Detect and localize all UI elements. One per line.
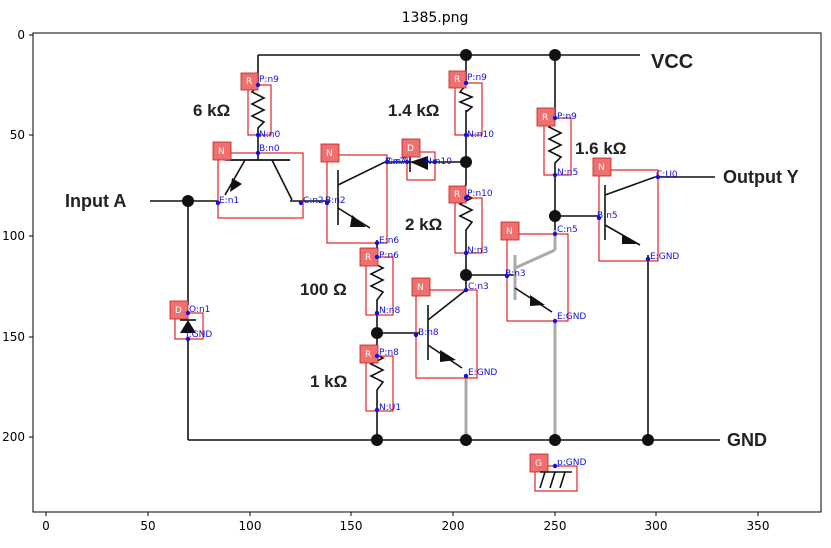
pin-label: P:n9 (259, 75, 279, 85)
pin-label: C:n3 (468, 282, 489, 292)
vcc-label: VCC (651, 51, 693, 73)
resistor-1-6k-label: 1.6 kΩ (575, 139, 626, 158)
transistor-graphics (180, 155, 638, 369)
pin-label: B:n8 (418, 328, 439, 338)
pin-label: E:GND (557, 312, 586, 322)
pin-label: N:n0 (259, 130, 280, 140)
bbox-r5 (365, 256, 394, 316)
bbox-r3 (543, 117, 572, 176)
tag-r5: R (365, 253, 371, 263)
x-tick-label: 100 (239, 519, 262, 533)
x-tick-label: 300 (645, 519, 668, 533)
x-tick-label: 200 (442, 519, 465, 533)
resistor-1-4k-label: 1.4 kΩ (388, 101, 439, 120)
tag-q1: N (218, 147, 225, 157)
x-tick-label: 50 (140, 519, 155, 533)
pin-label: P:n8 (379, 348, 399, 358)
y-tick-label: 200 (2, 430, 25, 444)
y-tick-label: 0 (17, 28, 25, 42)
resistor-1k-label: 1 kΩ (310, 372, 347, 391)
y-axis: 0 50 100 150 200 (2, 28, 33, 444)
gnd-label: GND (727, 430, 767, 450)
figure-title: 1385.png (402, 10, 469, 26)
pin-label: C:U0 (656, 170, 678, 180)
tag-r2: R (454, 75, 460, 85)
pin-label: E:n1 (219, 196, 239, 206)
x-tick-label: 0 (42, 519, 50, 533)
resistor-6k-label: 6 kΩ (193, 101, 230, 120)
output-label: Output Y (723, 167, 799, 187)
pin-label: E:n6 (379, 236, 399, 246)
resistor-100-label: 100 Ω (300, 280, 347, 299)
tag-r6: R (365, 350, 371, 360)
x-tick-label: 350 (747, 519, 770, 533)
bbox-d1 (406, 151, 436, 181)
pin-label: N:n3 (467, 246, 488, 256)
pin-label: B:n3 (505, 269, 526, 279)
pin-label: p:GND (557, 458, 586, 468)
ground-icon (539, 471, 572, 489)
pin-label: N:U1 (379, 403, 401, 413)
pin-label: N:n10 (425, 157, 452, 167)
circuit-labels: VCC GND Input A Output Y 6 kΩ 1.4 kΩ 1.6… (65, 51, 799, 450)
tag-r3: R (542, 113, 548, 123)
pin-label: C:n2 (303, 196, 324, 206)
pin-label: P:n10 (467, 189, 493, 199)
input-label: Input A (65, 191, 126, 211)
y-tick-label: 50 (10, 128, 25, 142)
pin-label: E:GND (650, 252, 679, 262)
bbox-r6 (365, 355, 394, 412)
pin-label: C:n5 (557, 225, 578, 235)
resistor-2k-label: 2 kΩ (405, 215, 442, 234)
x-axis: 0 50 100 150 200 250 300 350 (42, 512, 769, 533)
pin-label: P:n6 (379, 251, 399, 261)
tag-q2: N (326, 149, 333, 159)
pin-label: B:n2 (325, 196, 346, 206)
pin-label: E:GND (468, 368, 497, 378)
tag-q5: N (417, 283, 424, 293)
pin-label: I:GND (186, 330, 212, 340)
junction-nodes (182, 49, 654, 446)
tag-q3: N (506, 227, 513, 237)
x-tick-label: 250 (544, 519, 567, 533)
tag-d2: D (175, 306, 182, 316)
bbox-r4 (454, 197, 483, 254)
tag-q4: N (598, 163, 605, 173)
y-tick-label: 150 (2, 330, 25, 344)
pin-label: P:n9 (557, 112, 577, 122)
pin-label: N:n8 (379, 306, 400, 316)
pin-label: P:n9 (467, 73, 487, 83)
plot-frame (32, 32, 822, 513)
bbox-r2 (454, 82, 483, 136)
bbox-q4 (598, 169, 659, 262)
x-tick-label: 150 (340, 519, 363, 533)
pin-label: B:n5 (597, 211, 618, 221)
y-tick-label: 100 (2, 229, 25, 243)
tag-r1: R (246, 77, 252, 87)
pin-label: B:n0 (259, 144, 280, 154)
bbox-q2 (326, 154, 388, 244)
tag-d1: D (407, 144, 414, 154)
pin-label: C:n7 (386, 157, 407, 167)
pin-label: O:n1 (189, 305, 210, 315)
tag-ground: G (535, 459, 542, 469)
pin-label: P:n7 (385, 157, 405, 167)
tag-r4: R (454, 190, 460, 200)
pin-label: N:n10 (467, 130, 494, 140)
bbox-q1 (217, 152, 304, 219)
pin-label: N:n5 (557, 168, 578, 178)
annotations: R P:n9 N:n0 N B:n0 E:n1 C:n2 N B:n2 C:n7… (169, 70, 679, 492)
